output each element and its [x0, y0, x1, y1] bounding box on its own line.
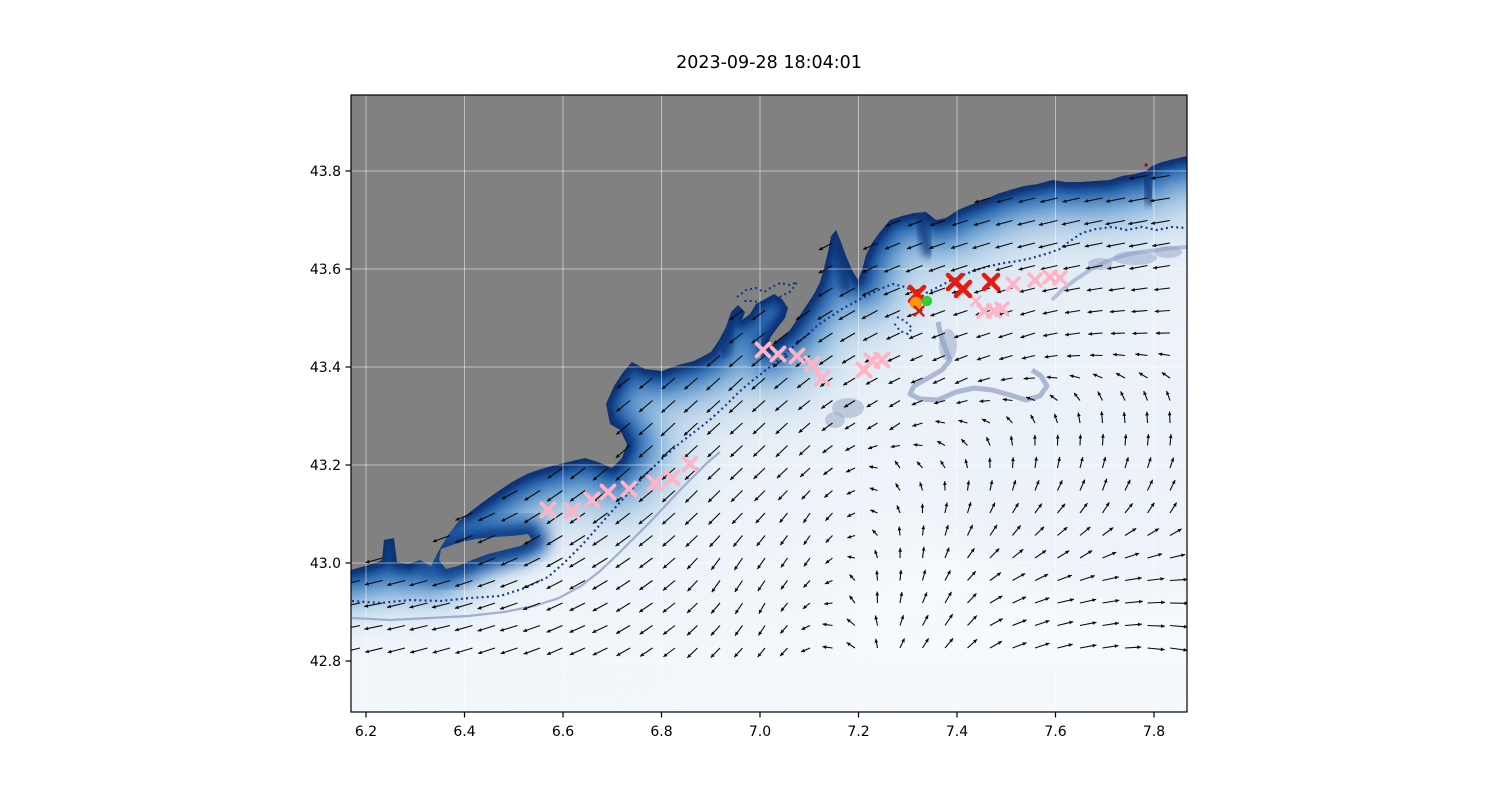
y-tick-label: 43.4	[310, 360, 341, 376]
pink-x-marker	[663, 469, 681, 487]
pink-x-marker	[813, 369, 831, 387]
x-tick-label: 7.6	[1044, 724, 1066, 740]
x-tick-label: 6.8	[650, 724, 672, 740]
pink-x-small-marker	[970, 295, 982, 307]
dark-red-dot	[1144, 163, 1148, 167]
pink-x-marker	[1052, 270, 1068, 286]
y-tick-label: 43.8	[310, 164, 341, 180]
pink-x-marker	[803, 355, 821, 373]
red-x-marker	[953, 279, 973, 299]
y-tick-label: 43.2	[310, 458, 341, 474]
y-tick-label: 43.6	[310, 262, 341, 278]
red-x-marker	[981, 272, 1001, 292]
x-tick-label: 7.4	[946, 724, 968, 740]
pink-x-marker	[788, 347, 806, 365]
pink-x-marker	[599, 483, 617, 501]
pink-x-marker	[873, 351, 891, 369]
x-tick-label: 6.4	[453, 724, 475, 740]
gridlines	[351, 95, 1187, 712]
pink-x-marker	[769, 345, 787, 363]
contour-lines	[351, 225, 1187, 622]
green-dot-marker	[921, 295, 933, 307]
pink-x-marker	[583, 491, 601, 509]
plot-title: 2023-09-28 18:04:01	[676, 53, 862, 73]
pink-x-marker	[1005, 276, 1021, 292]
land-layer	[351, 95, 1187, 570]
pink-x-marker	[539, 501, 557, 519]
pink-x-marker	[563, 502, 581, 520]
y-tick-label: 43.0	[310, 556, 341, 572]
x-tick-label: 6.2	[355, 724, 377, 740]
x-tick-label: 7.2	[847, 724, 869, 740]
quiver-arrows	[351, 174, 1187, 659]
x-tick-label: 7.0	[749, 724, 771, 740]
markers-layer	[539, 163, 1148, 520]
y-tick-label: 42.8	[310, 654, 341, 670]
pink-x-marker	[681, 455, 699, 473]
pink-x-marker	[1027, 272, 1043, 288]
island-chain	[439, 534, 532, 569]
land-mass	[351, 95, 1187, 570]
pink-x-marker	[994, 301, 1010, 317]
orange-dot-marker	[909, 296, 923, 310]
pink-x-marker	[620, 480, 638, 498]
pink-x-marker	[754, 341, 772, 359]
plot-border	[350, 94, 1188, 713]
x-tick-label: 6.6	[552, 724, 574, 740]
x-tick-label: 7.8	[1143, 724, 1165, 740]
pink-x-marker	[646, 474, 664, 492]
red-x-small-marker	[913, 305, 925, 317]
axes-layer: 6.2 6.4 6.6 6.8 7.0 7.2 7.4 7.6 7.8 43.8 43.6 43.4 4…	[310, 94, 1188, 740]
